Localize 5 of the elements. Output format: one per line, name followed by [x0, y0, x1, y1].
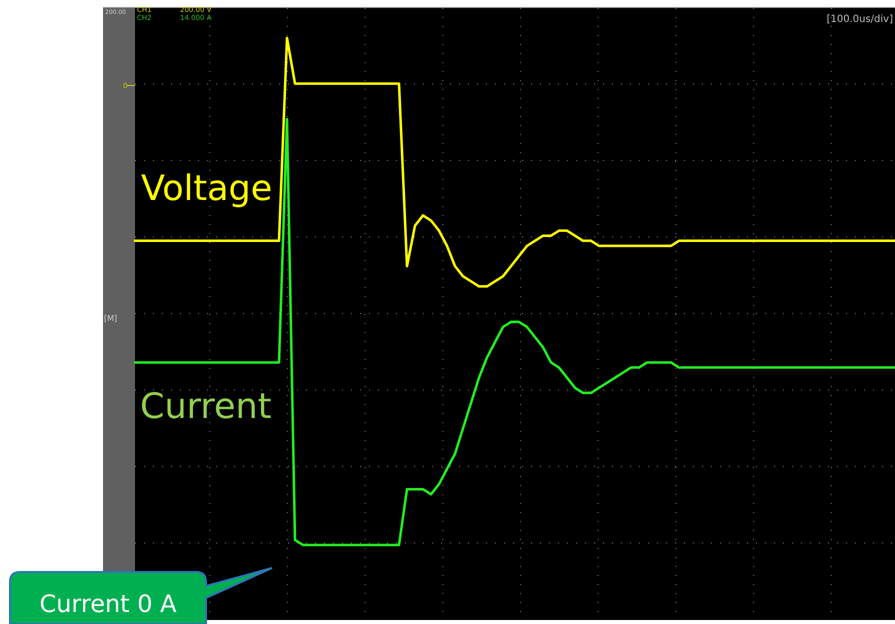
- series-label: Current: [140, 387, 272, 427]
- text: [100.0us/div]: [826, 14, 894, 25]
- series-label: Voltage: [141, 169, 272, 209]
- callout: Current 0 A: [9, 567, 273, 624]
- text: [M]: [104, 314, 118, 323]
